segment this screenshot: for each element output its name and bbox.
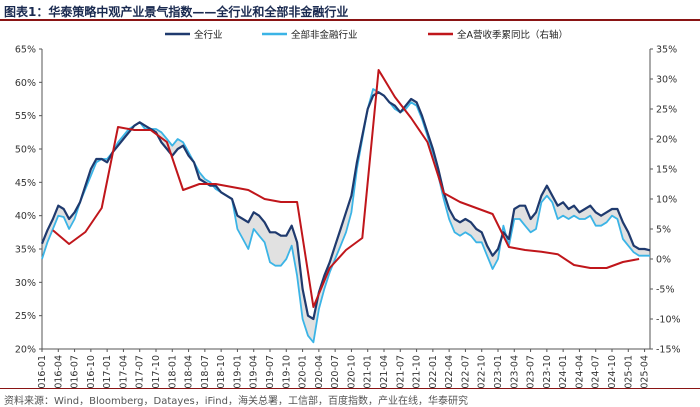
right-tick-label: 25% xyxy=(656,105,677,116)
x-tick-label: 2019-07 xyxy=(265,355,276,388)
line-chart: 全行业 全部非金融行业 全A营收季累同比（右轴） 20% 25% 30% 35% 40%… xyxy=(15,29,681,389)
left-tick-label: 35% xyxy=(15,245,36,256)
x-tick-label: 2016-10 xyxy=(86,355,97,388)
series-line-profit xyxy=(52,69,640,308)
x-tick-label: 2018-07 xyxy=(200,355,211,388)
x-tick-label: 2020-04 xyxy=(314,355,325,388)
x-tick-label: 2022-10 xyxy=(477,355,488,388)
source-note: 资料来源：Wind，Bloomberg，Datayes，iFind，海关总署，工… xyxy=(4,396,468,407)
x-tick-label: 2024-04 xyxy=(574,355,585,388)
x-tick-label: 2023-10 xyxy=(542,355,553,388)
x-tick-label: 2018-10 xyxy=(216,355,227,388)
left-tick-label: 20% xyxy=(15,345,36,356)
right-tick-label: 10% xyxy=(656,195,677,206)
x-tick-label: 2016-07 xyxy=(70,355,81,388)
x-tick-label: 2016-04 xyxy=(53,355,64,388)
x-tick-label: 2020-07 xyxy=(330,355,341,388)
left-tick-label: 60% xyxy=(15,78,36,89)
series-line-nonfin xyxy=(41,88,650,344)
left-tick-label: 55% xyxy=(15,111,36,122)
left-tick-label: 45% xyxy=(15,178,36,189)
x-tick-label: 2022-04 xyxy=(444,355,455,388)
x-tick-label: 2023-04 xyxy=(509,355,520,388)
x-tick-label: 2024-10 xyxy=(607,355,618,388)
right-tick-label: 0% xyxy=(656,255,671,266)
left-tick-label: 25% xyxy=(15,311,36,322)
chart-title: 图表1：华泰策略中观产业景气指数——全行业和全部非金融行业 xyxy=(4,5,349,19)
legend-label-all: 全行业 xyxy=(194,29,223,41)
x-tick-label: 2018-04 xyxy=(184,355,195,388)
x-tick-label: 2023-07 xyxy=(526,355,537,388)
right-tick-label: 30% xyxy=(656,75,677,86)
legend-label-nonfin: 全部非金融行业 xyxy=(291,29,358,41)
left-tick-label: 40% xyxy=(15,211,36,222)
x-tick-label: 2022-07 xyxy=(460,355,471,388)
right-tick-label: 35% xyxy=(656,45,677,56)
x-tick-label: 2024-07 xyxy=(591,355,602,388)
legend-label-profit: 全A营收季累同比（右轴） xyxy=(457,29,568,41)
right-tick-label: -10% xyxy=(656,315,681,326)
x-tick-label: 2022-01 xyxy=(428,355,439,388)
x-tick-label: 2024-01 xyxy=(558,355,569,388)
x-tick-label: 2021-10 xyxy=(412,355,423,388)
right-tick-label: -15% xyxy=(656,345,681,356)
x-tick-label: 2017-10 xyxy=(151,355,162,388)
right-tick-label: 5% xyxy=(656,225,671,236)
x-tick-label: 2020-10 xyxy=(346,355,357,388)
x-tick-label: 2017-01 xyxy=(102,355,113,388)
x-tick-label: 2021-04 xyxy=(379,355,390,388)
legend: 全行业 全部非金融行业 全A营收季累同比（右轴） xyxy=(165,29,568,41)
source-divider xyxy=(0,388,700,389)
x-tick-label: 2021-07 xyxy=(395,355,406,388)
x-tick-label: 2020-01 xyxy=(298,355,309,388)
left-tick-label: 65% xyxy=(15,45,36,56)
right-tick-label: -5% xyxy=(656,285,675,296)
x-tick-label: 2018-01 xyxy=(167,355,178,388)
x-tick-label: 2019-10 xyxy=(281,355,292,388)
x-tick-label: 2017-07 xyxy=(135,355,146,388)
plot-area: 20% 25% 30% 35% 40% 45% 50% 55% 60% 65% -15% -10% -5… xyxy=(15,45,681,389)
x-tick-label: 2025-04 xyxy=(640,355,651,388)
x-tick-label: 2023-01 xyxy=(493,355,504,388)
x-tick-label: 2019-01 xyxy=(232,355,243,388)
right-tick-label: 20% xyxy=(656,135,677,146)
right-tick-label: 15% xyxy=(656,165,677,176)
series-line-all xyxy=(40,91,651,321)
x-tick-label: 2016-01 xyxy=(37,355,48,388)
x-tick-label: 2021-01 xyxy=(363,355,374,388)
title-divider xyxy=(0,19,700,21)
x-tick-label: 2017-04 xyxy=(118,355,129,388)
x-tick-label: 2019-04 xyxy=(249,355,260,388)
left-tick-label: 50% xyxy=(15,145,36,156)
x-tick-label: 2025-01 xyxy=(623,355,634,388)
left-tick-label: 30% xyxy=(15,278,36,289)
